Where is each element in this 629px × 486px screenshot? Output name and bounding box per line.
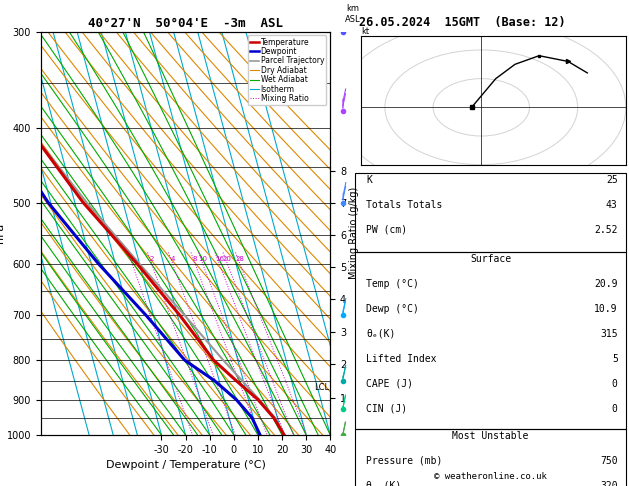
Text: 5: 5 — [612, 354, 618, 364]
Text: Surface: Surface — [470, 254, 511, 264]
Text: 10.9: 10.9 — [594, 304, 618, 314]
Text: LCL: LCL — [314, 383, 330, 392]
Text: 26.05.2024  15GMT  (Base: 12): 26.05.2024 15GMT (Base: 12) — [359, 16, 565, 29]
Text: 10: 10 — [198, 256, 207, 261]
Text: 750: 750 — [600, 456, 618, 466]
Text: © weatheronline.co.uk: © weatheronline.co.uk — [434, 472, 547, 481]
Text: 16: 16 — [214, 256, 224, 261]
Text: PW (cm): PW (cm) — [366, 225, 408, 235]
Text: 2.52: 2.52 — [594, 225, 618, 235]
Text: θₑ (K): θₑ (K) — [366, 481, 401, 486]
Text: 0: 0 — [612, 404, 618, 414]
Bar — [355, 252, 626, 429]
Text: 8: 8 — [193, 256, 198, 261]
Text: CAPE (J): CAPE (J) — [366, 379, 413, 389]
Text: 43: 43 — [606, 200, 618, 210]
Text: 2: 2 — [150, 256, 154, 261]
Text: 20: 20 — [223, 256, 232, 261]
Text: 1: 1 — [130, 256, 135, 261]
Text: θₑ(K): θₑ(K) — [366, 329, 396, 339]
Title: 40°27'N  50°04'E  -3m  ASL: 40°27'N 50°04'E -3m ASL — [88, 17, 283, 31]
Text: 4: 4 — [170, 256, 175, 261]
Text: 20.9: 20.9 — [594, 279, 618, 289]
Text: Most Unstable: Most Unstable — [452, 431, 529, 441]
Text: 25: 25 — [606, 175, 618, 185]
Text: Temp (°C): Temp (°C) — [366, 279, 419, 289]
Text: 315: 315 — [600, 329, 618, 339]
Text: 0: 0 — [612, 379, 618, 389]
Y-axis label: hPa: hPa — [0, 223, 5, 243]
Y-axis label: Mixing Ratio (g/kg): Mixing Ratio (g/kg) — [349, 187, 359, 279]
Text: km
ASL: km ASL — [345, 4, 360, 23]
Legend: Temperature, Dewpoint, Parcel Trajectory, Dry Adiabat, Wet Adiabat, Isotherm, Mi: Temperature, Dewpoint, Parcel Trajectory… — [248, 35, 326, 105]
Text: Dewp (°C): Dewp (°C) — [366, 304, 419, 314]
Text: 320: 320 — [600, 481, 618, 486]
Bar — [355, 429, 626, 486]
Text: CIN (J): CIN (J) — [366, 404, 408, 414]
Text: Totals Totals: Totals Totals — [366, 200, 443, 210]
X-axis label: Dewpoint / Temperature (°C): Dewpoint / Temperature (°C) — [106, 460, 265, 470]
Text: Lifted Index: Lifted Index — [366, 354, 437, 364]
Text: K: K — [366, 175, 372, 185]
Text: Pressure (mb): Pressure (mb) — [366, 456, 443, 466]
Bar — [355, 173, 626, 252]
Text: 28: 28 — [235, 256, 244, 261]
